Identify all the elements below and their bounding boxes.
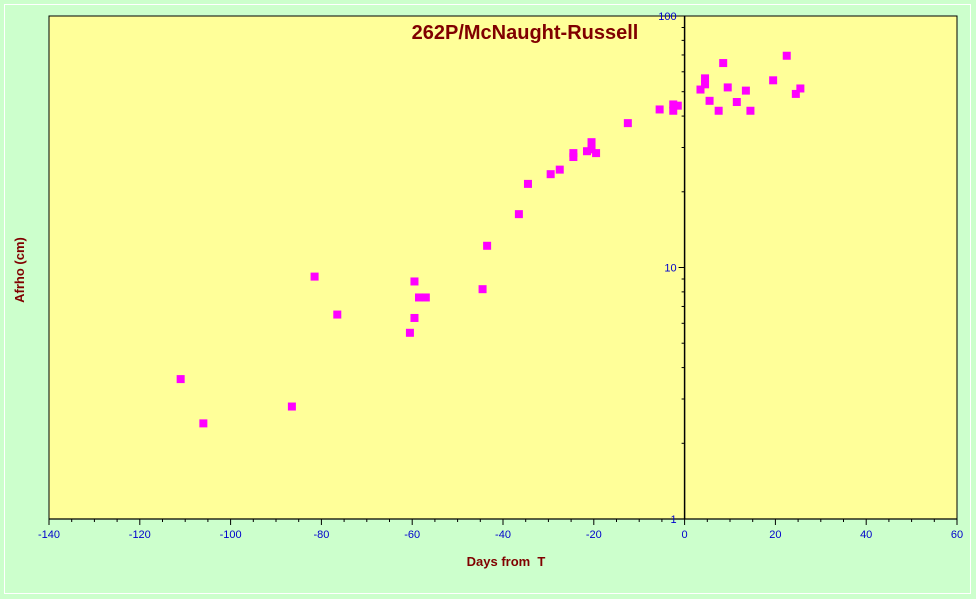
x-tick-label: 40 bbox=[860, 529, 872, 541]
x-tick-label: -20 bbox=[586, 529, 602, 541]
data-point bbox=[410, 277, 419, 286]
data-point bbox=[287, 402, 296, 411]
data-point bbox=[723, 83, 732, 92]
y-tick-label: 100 bbox=[658, 11, 676, 23]
data-point bbox=[514, 210, 523, 219]
y-axis-ticks: 1 10 100 bbox=[658, 11, 685, 526]
data-point bbox=[555, 165, 564, 174]
data-point bbox=[673, 101, 682, 110]
data-point bbox=[796, 84, 805, 93]
data-point bbox=[483, 241, 492, 250]
data-point bbox=[176, 375, 185, 384]
data-point bbox=[582, 147, 591, 156]
x-tick-label: -60 bbox=[404, 529, 420, 541]
x-tick-label: -120 bbox=[129, 529, 151, 541]
data-point bbox=[623, 119, 632, 128]
data-point bbox=[333, 310, 342, 319]
data-point bbox=[732, 98, 741, 107]
data-point bbox=[719, 59, 728, 68]
data-point bbox=[199, 419, 208, 428]
data-point bbox=[769, 76, 778, 85]
x-tick-label: 60 bbox=[951, 529, 963, 541]
x-tick-label: -80 bbox=[313, 529, 329, 541]
data-point bbox=[592, 149, 601, 158]
data-point bbox=[421, 293, 430, 302]
data-point bbox=[741, 86, 750, 95]
data-point bbox=[405, 328, 414, 337]
data-point bbox=[569, 149, 578, 158]
y-tick-label: 1 bbox=[670, 514, 676, 526]
data-point bbox=[669, 100, 678, 109]
data-point bbox=[655, 105, 664, 114]
data-point bbox=[546, 170, 555, 179]
data-point bbox=[701, 74, 710, 83]
data-point bbox=[669, 106, 678, 115]
data-point bbox=[478, 285, 487, 294]
plot-area bbox=[48, 15, 958, 520]
data-point bbox=[705, 96, 714, 105]
data-point bbox=[587, 138, 596, 147]
data-point bbox=[746, 106, 755, 115]
x-axis-ticks: -140 -120 -100 -80 -60 -40 -20 0 20 40 60 bbox=[38, 519, 963, 541]
y-axis-title: Afrho (cm) bbox=[12, 237, 27, 303]
data-point bbox=[415, 293, 424, 302]
x-tick-label: -40 bbox=[495, 529, 511, 541]
data-point bbox=[791, 89, 800, 98]
data-point bbox=[587, 145, 596, 154]
x-tick-label: 20 bbox=[769, 529, 781, 541]
x-tick-label: -140 bbox=[38, 529, 60, 541]
data-point bbox=[523, 179, 532, 188]
data-point bbox=[696, 85, 705, 94]
data-point bbox=[310, 272, 319, 281]
data-point bbox=[410, 313, 419, 322]
chart-title: 262P/McNaught-Russell bbox=[412, 22, 639, 44]
x-tick-label: 0 bbox=[682, 529, 688, 541]
y-tick-label: 10 bbox=[664, 263, 676, 275]
data-points bbox=[176, 51, 805, 428]
data-point bbox=[701, 80, 710, 89]
x-axis-title: Days from T bbox=[467, 554, 546, 569]
x-tick-label: -100 bbox=[220, 529, 242, 541]
data-point bbox=[714, 106, 723, 115]
data-point bbox=[782, 51, 791, 60]
